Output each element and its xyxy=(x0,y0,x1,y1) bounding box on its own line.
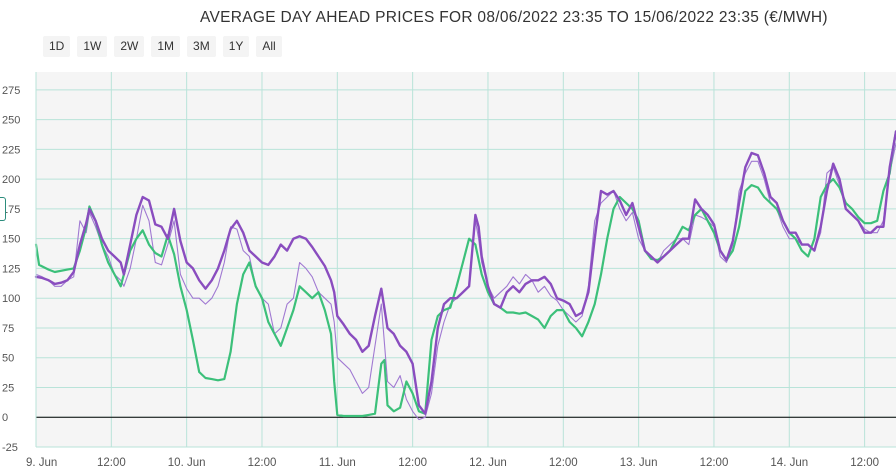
y-tick-label: 125 xyxy=(2,263,20,275)
grid-lines xyxy=(35,72,896,448)
y-tick-label: 200 xyxy=(2,174,20,186)
y-tick-label: 275 xyxy=(2,85,20,97)
y-axis-ticks: -25 0 25 50 75 100 125 150 175 200 225 250 275 xyxy=(2,85,20,454)
x-tick-label: 12:00 xyxy=(549,457,578,469)
x-tick-label: 14. Jun xyxy=(770,457,808,469)
x-tick-label: 12:00 xyxy=(398,457,427,469)
plot-area xyxy=(36,72,896,447)
series-purple-thick-line xyxy=(34,130,896,415)
x-tick-label: 12:00 xyxy=(700,457,729,469)
range-button-1d[interactable]: 1D xyxy=(43,36,71,57)
x-tick-label: 13. Jun xyxy=(620,457,658,469)
range-button-all[interactable]: All xyxy=(256,36,282,57)
range-button-1m[interactable]: 1M xyxy=(151,36,181,57)
range-button-3m[interactable]: 3M xyxy=(187,36,216,57)
range-selector: 1D 1W 2W 1M 3M 1Y All xyxy=(43,36,282,58)
x-tick-label: 12:00 xyxy=(97,457,126,469)
y-tick-label: -25 xyxy=(2,442,18,454)
x-axis-ticks: 9. Jun 12:00 10. Jun 12:00 11. Jun 12:00 12. J… xyxy=(26,457,879,469)
range-button-2w[interactable]: 2W xyxy=(114,36,145,57)
y-tick-label: 250 xyxy=(2,115,20,127)
series-green-line xyxy=(34,130,896,418)
x-tick-label: 12:00 xyxy=(248,457,277,469)
y-tick-label: 0 xyxy=(2,412,8,424)
y-tick-label: 100 xyxy=(2,293,20,305)
x-tick-label: 12:00 xyxy=(850,457,879,469)
chart-title: AVERAGE DAY AHEAD PRICES FOR 08/06/2022 … xyxy=(200,9,828,26)
y-tick-label: 150 xyxy=(2,234,20,246)
range-button-1w[interactable]: 1W xyxy=(77,36,108,57)
y-tick-label: 50 xyxy=(2,353,14,365)
series-layer xyxy=(34,130,896,421)
x-tick-label: 12. Jun xyxy=(469,457,507,469)
x-tick-label: 9. Jun xyxy=(26,457,57,469)
range-button-1y[interactable]: 1Y xyxy=(222,36,250,57)
y-tick-label: 175 xyxy=(2,204,20,216)
y-tick-label: 75 xyxy=(2,323,14,335)
y-tick-label: 225 xyxy=(2,144,20,156)
y-tick-label: 25 xyxy=(2,382,14,394)
x-tick-label: 10. Jun xyxy=(168,457,206,469)
x-tick-label: 11. Jun xyxy=(319,457,356,469)
navigator-handle[interactable] xyxy=(0,197,6,221)
